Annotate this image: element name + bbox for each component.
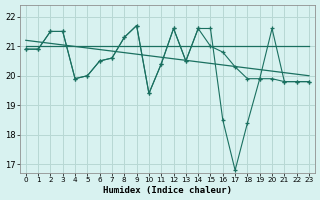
X-axis label: Humidex (Indice chaleur): Humidex (Indice chaleur) <box>103 186 232 195</box>
